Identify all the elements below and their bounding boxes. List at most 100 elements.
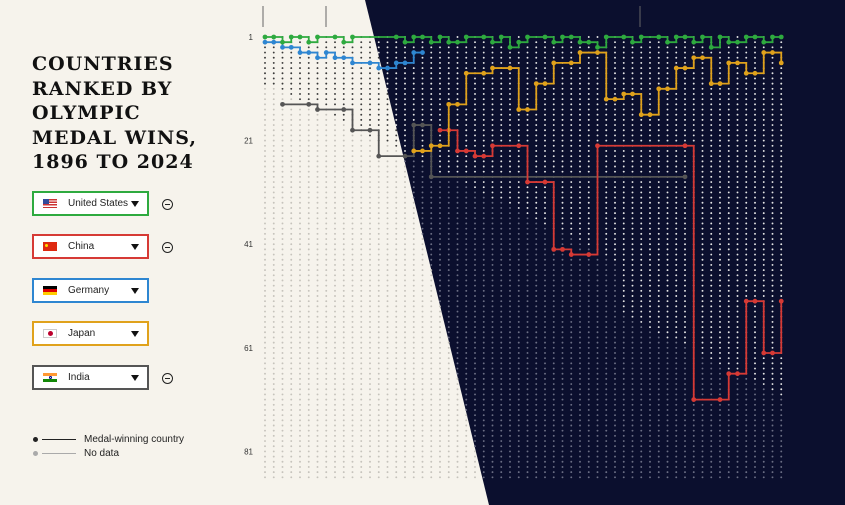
grid-dot — [307, 67, 310, 70]
grid-dot — [701, 367, 704, 370]
grid-dot — [631, 315, 634, 318]
grid-dot — [456, 87, 459, 90]
grid-dot — [666, 124, 669, 127]
grid-dot — [360, 398, 363, 401]
grid-dot — [482, 144, 485, 147]
grid-dot — [622, 170, 625, 173]
grid-dot — [272, 465, 275, 468]
grid-dot — [561, 238, 564, 240]
grid-dot — [535, 383, 538, 386]
grid-dot — [710, 222, 713, 225]
grid-dot — [342, 419, 345, 422]
grid-dot — [430, 67, 433, 70]
grid-dot — [509, 263, 511, 266]
grid-dot — [500, 279, 503, 282]
grid-dot — [614, 82, 616, 85]
grid-dot — [421, 269, 424, 272]
grid-dot — [692, 103, 695, 106]
grid-dot — [430, 346, 433, 349]
grid-dot — [762, 414, 765, 417]
grid-dot — [666, 331, 669, 334]
grid-dot — [727, 150, 730, 152]
grid-dot — [579, 93, 581, 95]
grid-dot — [360, 258, 363, 261]
grid-dot — [587, 108, 590, 111]
grid-dot — [482, 341, 485, 344]
grid-dot — [342, 305, 345, 308]
grid-dot — [465, 253, 468, 256]
grid-dot — [666, 160, 669, 163]
grid-dot — [719, 476, 721, 479]
grid-dot — [412, 346, 415, 349]
grid-dot — [395, 336, 398, 339]
grid-dot — [334, 357, 336, 360]
grid-dot — [386, 434, 389, 437]
grid-dot — [404, 419, 406, 422]
grid-dot — [439, 196, 441, 199]
grid-dot — [334, 67, 336, 70]
grid-dot — [649, 269, 651, 272]
grid-dot — [404, 196, 406, 199]
grid-dot — [684, 263, 686, 266]
grid-dot — [509, 471, 511, 474]
grid-dot — [456, 248, 459, 251]
grid-dot — [421, 440, 424, 442]
grid-dot — [272, 77, 275, 80]
grid-dot — [579, 455, 581, 458]
grid-dot — [299, 144, 301, 147]
grid-dot — [754, 429, 756, 432]
grid-dot — [386, 46, 389, 49]
grid-dot — [684, 77, 686, 80]
grid-dot — [404, 310, 406, 313]
grid-dot — [657, 320, 660, 323]
grid-dot — [482, 310, 485, 313]
grid-dot — [439, 243, 441, 246]
grid-dot — [377, 414, 380, 417]
grid-dot — [675, 414, 678, 417]
grid-dot — [412, 263, 415, 266]
grid-dot — [605, 284, 608, 287]
grid-dot — [272, 331, 275, 334]
grid-dot — [727, 51, 730, 54]
grid-dot — [456, 274, 459, 277]
grid-dot — [544, 284, 546, 287]
grid-dot — [456, 341, 459, 344]
grid-dot — [386, 352, 389, 354]
grid-dot — [736, 232, 739, 235]
grid-dot — [509, 129, 511, 132]
grid-dot — [736, 398, 739, 401]
grid-dot — [369, 326, 371, 329]
grid-dot — [360, 108, 363, 111]
grid-dot — [386, 362, 389, 365]
grid-dot — [351, 46, 354, 49]
grid-dot — [421, 165, 424, 168]
grid-dot — [762, 181, 765, 183]
grid-dot — [596, 129, 599, 132]
grid-dot — [579, 238, 581, 240]
grid-dot — [622, 274, 625, 277]
grid-dot — [342, 393, 345, 396]
grid-dot — [272, 341, 275, 344]
grid-dot — [754, 341, 756, 344]
grid-dot — [561, 300, 564, 303]
grid-dot — [710, 445, 713, 448]
grid-dot — [605, 227, 608, 230]
grid-dot — [325, 227, 328, 230]
grid-dot — [631, 191, 634, 194]
grid-dot — [570, 160, 573, 163]
grid-dot — [745, 445, 748, 448]
grid-dot — [491, 181, 494, 183]
grid-dot — [561, 320, 564, 323]
grid-dot — [500, 346, 503, 349]
grid-dot — [605, 206, 608, 209]
grid-dot — [754, 398, 756, 401]
grid-dot — [369, 212, 371, 215]
grid-dot — [684, 424, 686, 427]
grid-dot — [360, 87, 363, 90]
grid-dot — [421, 450, 424, 453]
grid-dot — [369, 465, 371, 468]
grid-dot — [596, 124, 599, 127]
grid-dot — [474, 41, 476, 44]
grid-dot — [290, 98, 293, 101]
grid-dot — [482, 471, 485, 474]
